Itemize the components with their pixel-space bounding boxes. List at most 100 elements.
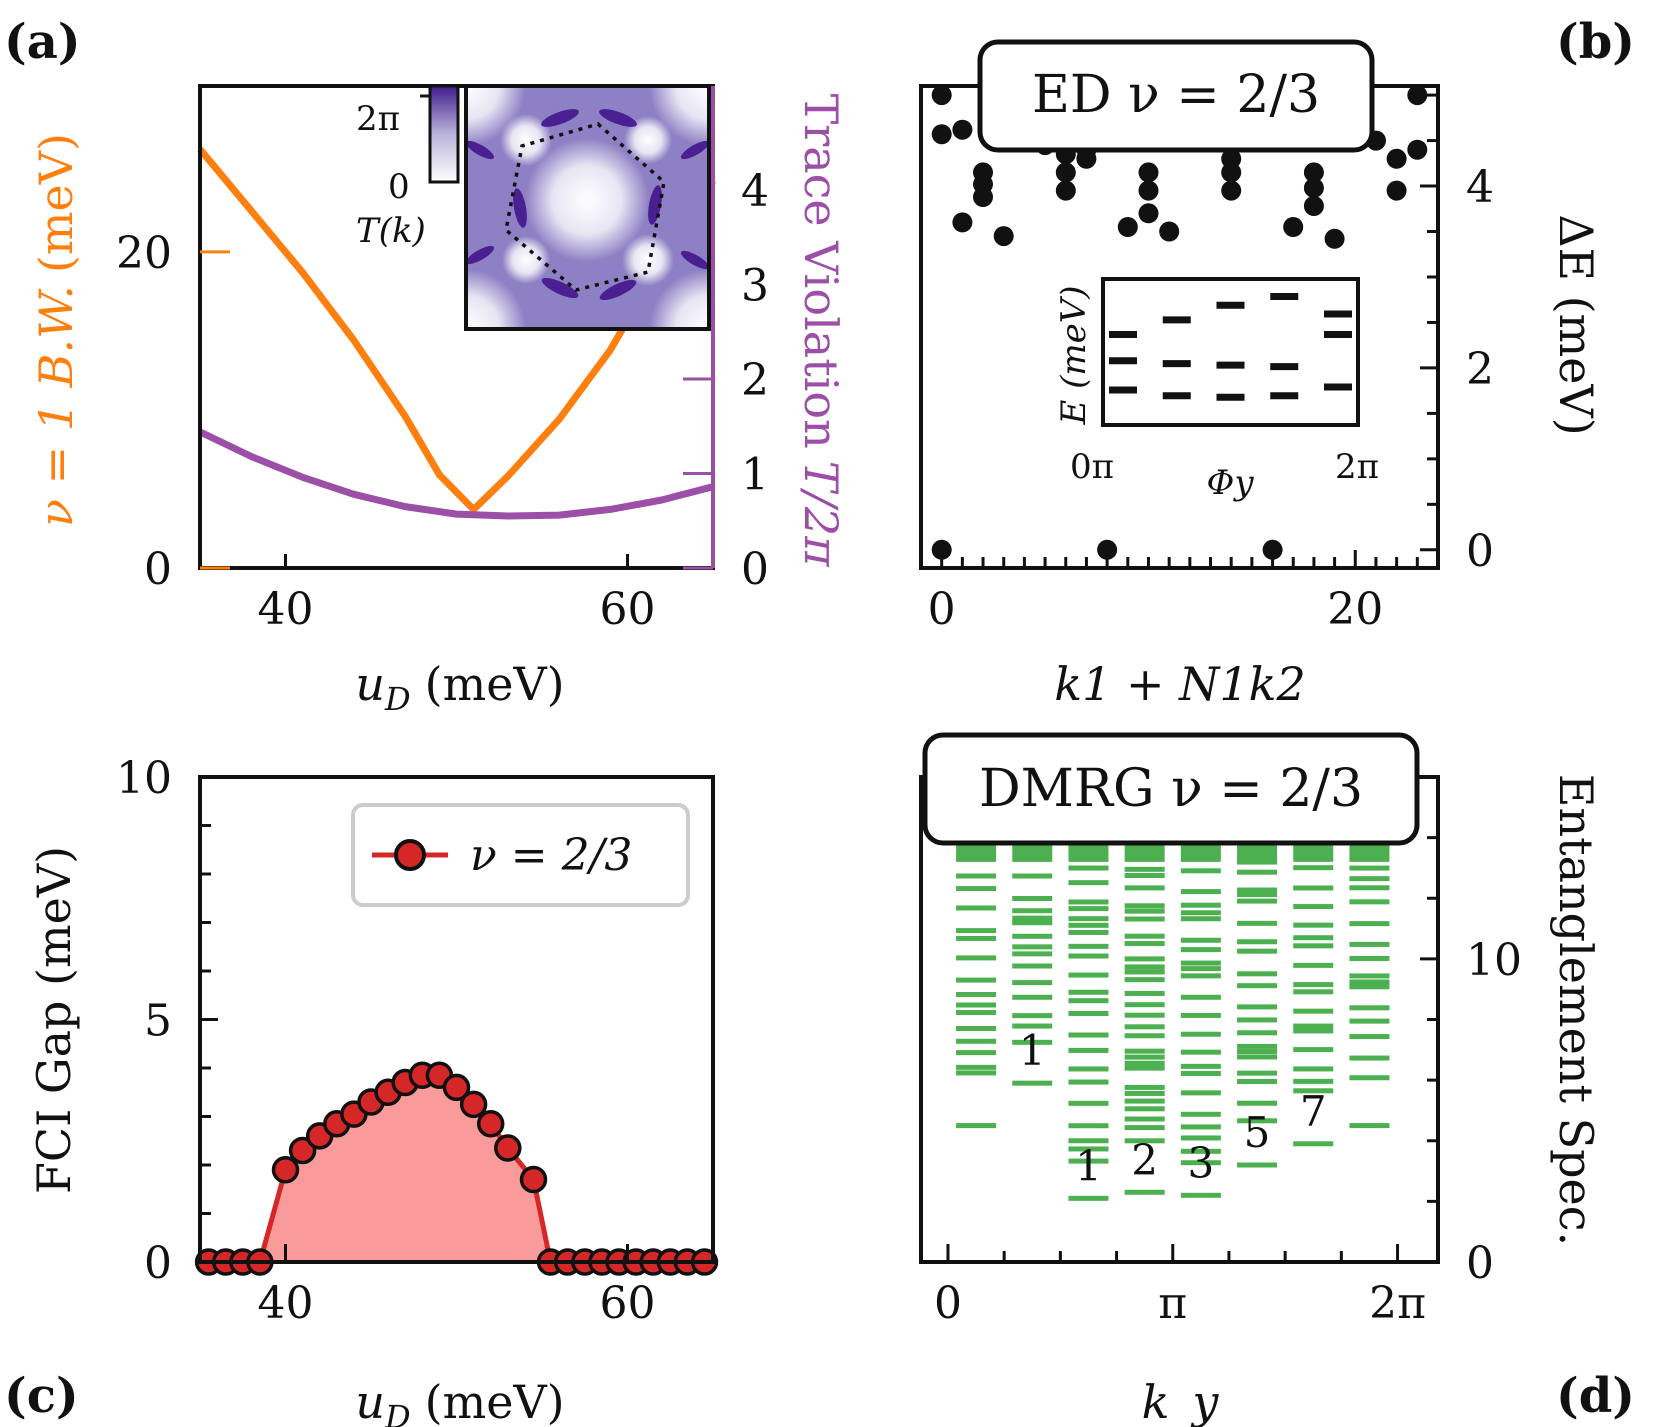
es-level: [1124, 990, 1165, 996]
ed-point: [1138, 180, 1159, 201]
es-level: [1180, 889, 1221, 895]
colorbar-label-0: 0: [388, 167, 410, 207]
es-level: [1068, 943, 1109, 949]
panel-label-c: (c): [4, 1368, 79, 1424]
es-level: [1293, 865, 1334, 871]
es-level: [1068, 1047, 1109, 1053]
es-level: [1180, 1135, 1221, 1141]
panel-d-x-tick-label: π: [1158, 1278, 1187, 1329]
es-level: [1012, 1023, 1053, 1029]
panel-a-x-label-var: u: [355, 657, 385, 711]
es-level: [1124, 1106, 1165, 1112]
es-level: [1293, 1141, 1334, 1147]
trace-map: [466, 86, 709, 329]
colorbar-label-2pi: 2π: [356, 99, 400, 139]
es-level: [1180, 994, 1221, 1000]
es-level: [956, 1064, 997, 1070]
spectral-flow-x-tick-2pi: 2π: [1335, 447, 1379, 487]
es-level: [1180, 1090, 1221, 1096]
panel-b-x-tick-label: 20: [1327, 584, 1383, 635]
panel-c-y-label: FCI Gap (meV): [27, 846, 81, 1194]
es-level: [1349, 979, 1390, 985]
es-level: [1124, 1189, 1165, 1195]
es-level: [1349, 876, 1390, 882]
panel-c-x-tick-label: 60: [600, 1278, 656, 1329]
colorbar: [428, 84, 460, 184]
es-level: [956, 1026, 997, 1032]
es-level: [1068, 1079, 1109, 1085]
gap-point: [442, 1073, 471, 1102]
ed-point: [1386, 148, 1407, 169]
es-level: [1124, 1024, 1165, 1030]
spectral-flow-x-tick-0: 0π: [1070, 447, 1114, 487]
es-level: [1180, 910, 1221, 916]
panel-a-left-y-label: ν = 1 B.W. (meV): [29, 133, 83, 527]
es-level: [956, 977, 997, 983]
ed-point: [1386, 180, 1407, 201]
panel-b-y-tick-label: 4: [1466, 162, 1494, 213]
panel-a-left-y-label-unit: (meV): [29, 133, 83, 273]
es-level: [1068, 1066, 1109, 1072]
es-level: [1237, 1070, 1278, 1076]
es-level: [1180, 902, 1221, 908]
es-level: [1349, 1005, 1390, 1011]
es-level: [956, 991, 997, 997]
panel-b-x-label: k1 + N1k2: [1054, 657, 1306, 711]
es-level: [1293, 982, 1334, 988]
es-level: [1180, 1049, 1221, 1055]
es-level: [1180, 1111, 1221, 1117]
ed-point: [1221, 162, 1242, 183]
es-level: [1068, 1146, 1109, 1152]
panel-c-x-label-unit: (meV): [425, 1375, 565, 1427]
es-level: [1349, 1034, 1390, 1040]
es-level: [1180, 1192, 1221, 1198]
es-level: [1293, 1028, 1334, 1034]
panel-label-a: (a): [4, 14, 81, 70]
es-level: [1180, 1012, 1221, 1018]
panel-a-left-tick-label: 20: [116, 228, 172, 279]
es-level: [1124, 964, 1165, 970]
es-level: [1012, 908, 1053, 914]
panel-c-x-label: uD (meV): [355, 1375, 564, 1427]
es-level: [1124, 977, 1165, 983]
es-level: [1180, 1124, 1221, 1130]
es-level: [1124, 1090, 1165, 1096]
es-level: [1012, 944, 1053, 950]
ed-point: [1262, 539, 1283, 560]
es-level: [1124, 908, 1165, 914]
es-level: [956, 928, 997, 934]
es-level: [1349, 1055, 1390, 1061]
es-level: [1012, 963, 1053, 969]
es-level: [956, 1070, 997, 1076]
es-level: [1068, 906, 1109, 912]
es-level: [1293, 885, 1334, 891]
ed-point: [931, 124, 952, 145]
es-level: [956, 1123, 997, 1129]
ed-point: [1303, 177, 1324, 198]
es-level: [1237, 898, 1278, 904]
es-level: [1124, 1060, 1165, 1066]
gap-point: [476, 1110, 505, 1138]
es-level: [956, 905, 997, 911]
es-level: [1237, 983, 1278, 989]
es-level: [956, 886, 997, 892]
gap-point: [271, 1156, 300, 1184]
es-level: [1180, 973, 1221, 979]
es-level: [1349, 955, 1390, 961]
es-level: [1180, 960, 1221, 966]
es-level: [1293, 922, 1334, 928]
es-count-label: 7: [1300, 1087, 1327, 1136]
panel-a-right-tick-label: 2: [741, 355, 769, 406]
es-level: [1180, 1160, 1221, 1166]
es-level: [1293, 1047, 1334, 1053]
es-level: [1293, 935, 1334, 941]
panel-a-right-y-label-text: Trace Violation: [794, 94, 848, 449]
gap-point: [494, 1134, 522, 1162]
ed-point: [1407, 139, 1428, 160]
panel-d-title-box: [922, 732, 1420, 846]
panel-d: 0 π 2π 010 11 2 35 7 DMRG ν = 2/3 k_y Entangl…: [919, 732, 1603, 1427]
es-level: [1349, 941, 1390, 947]
es-level: [1237, 948, 1278, 954]
ed-point: [952, 212, 973, 233]
es-level: [1180, 947, 1221, 953]
